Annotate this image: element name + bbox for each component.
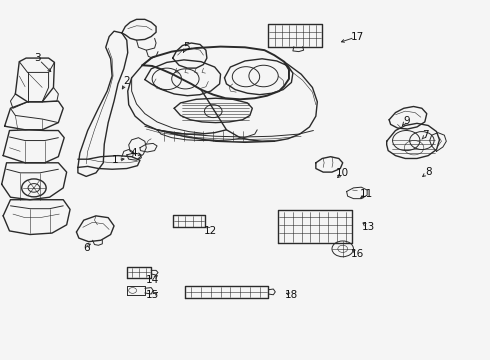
Text: 3: 3: [34, 53, 41, 63]
Text: 17: 17: [351, 32, 364, 41]
Text: 8: 8: [425, 167, 432, 177]
Text: 1: 1: [112, 155, 119, 165]
Text: 13: 13: [362, 222, 375, 232]
Text: 7: 7: [422, 130, 429, 140]
Text: 16: 16: [351, 248, 364, 258]
Text: 2: 2: [123, 76, 130, 86]
Text: 4: 4: [131, 148, 137, 158]
Text: 9: 9: [403, 116, 410, 126]
Text: 18: 18: [285, 291, 298, 301]
Text: 14: 14: [146, 275, 159, 285]
Text: 6: 6: [83, 243, 90, 253]
Text: 12: 12: [204, 226, 218, 236]
Text: 15: 15: [146, 291, 159, 301]
Text: 10: 10: [336, 168, 349, 178]
Text: 11: 11: [360, 189, 373, 199]
Text: 5: 5: [183, 42, 190, 52]
